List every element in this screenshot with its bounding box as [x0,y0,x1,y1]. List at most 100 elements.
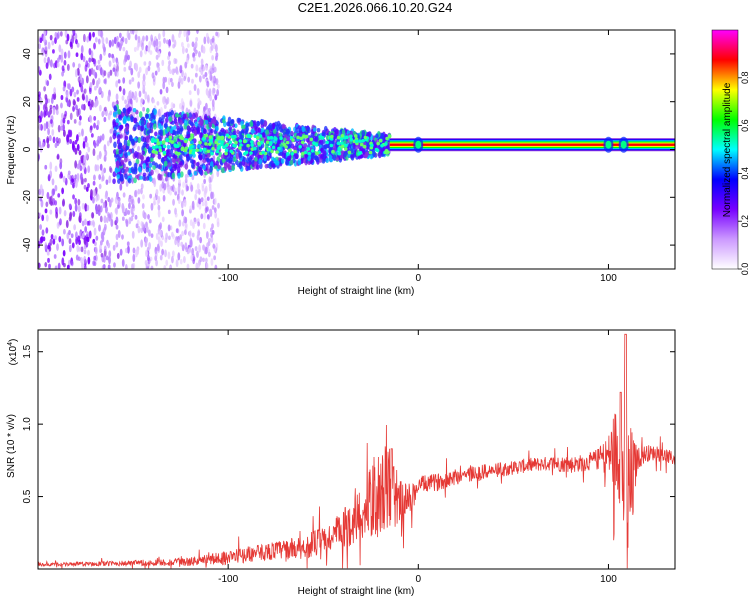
noise-point [73,100,76,106]
noise-point [150,233,154,238]
noise-point [100,198,104,204]
noise-point [183,75,187,82]
band-peak [239,143,243,147]
band-point [125,166,129,172]
noise-point [162,76,166,84]
noise-point [83,249,87,255]
band-point [261,132,266,138]
noise-point [78,120,82,126]
noise-point [149,193,153,199]
noise-point [115,93,119,101]
noise-point [72,145,76,153]
noise-point [197,262,200,269]
noise-point [54,142,58,148]
noise-point [47,244,51,250]
band-peak [370,143,374,148]
noise-point [90,133,94,138]
noise-point [52,238,56,245]
noise-point [155,188,159,196]
band-point [113,105,118,112]
noise-point [208,208,212,215]
band-point [157,173,161,181]
noise-point [175,66,179,74]
noise-point [80,172,83,181]
noise-point [142,89,146,94]
noise-point [186,43,190,48]
noise-point [191,174,195,181]
band-peak [329,143,334,148]
band-point [263,120,268,127]
noise-point [148,242,151,250]
noise-point [148,229,151,237]
noise-point [45,121,49,129]
band-peak [315,151,319,156]
noise-point [82,55,86,63]
band-point [343,151,347,158]
noise-point [123,54,127,63]
band-peak [208,135,213,139]
band-peak [340,133,345,138]
noise-point [75,104,78,111]
band-point [201,153,206,160]
noise-point [185,48,188,53]
band-peak [291,138,295,142]
band-point [146,122,151,129]
noise-point [80,45,84,54]
band-point [116,134,121,141]
band-point [313,135,317,142]
noise-point [130,67,134,76]
snr-scale-base: (x10 [8,345,19,365]
band-peak [230,134,235,139]
band-peak [165,138,170,143]
noise-point [137,35,141,44]
noise-point [137,225,141,234]
band-peak [195,148,200,152]
band-peak [210,151,214,156]
noise-point [99,244,102,251]
band-point [242,156,247,162]
band-point [117,114,122,120]
noise-point [206,214,210,220]
band-point [271,163,275,168]
noise-point [96,154,100,161]
noise-point [196,88,200,96]
band-peak [345,135,349,140]
band-point [153,108,157,116]
noise-point [204,246,208,255]
noise-point [173,68,176,73]
band-point [321,132,326,137]
band-point [176,157,181,164]
noise-point [54,235,57,241]
noise-point [103,117,107,123]
noise-point [105,255,109,261]
band-peak [204,142,208,146]
band-peak [343,147,348,151]
noise-point [205,88,209,96]
band-point [145,135,150,141]
noise-point [94,246,98,255]
band-point [193,129,198,137]
band-point [152,165,156,170]
noise-point [161,248,165,256]
noise-point [56,221,60,229]
noise-point [56,62,60,68]
band-point [121,168,125,174]
spectrogram-ytick-label: 40 [22,48,33,60]
noise-point [153,40,156,48]
noise-point [45,201,49,208]
band-point [124,173,128,180]
band-point [141,150,146,156]
noise-point [194,193,198,201]
noise-point [116,64,119,73]
noise-point [54,36,57,44]
band-point [137,137,142,144]
band-point [218,151,222,158]
band-point [221,167,225,174]
noise-point [97,59,101,65]
band-point [286,128,290,135]
noise-point [93,122,96,129]
band-point [118,142,122,148]
band-point [380,133,385,140]
noise-point [68,203,72,209]
noise-point [92,148,96,157]
